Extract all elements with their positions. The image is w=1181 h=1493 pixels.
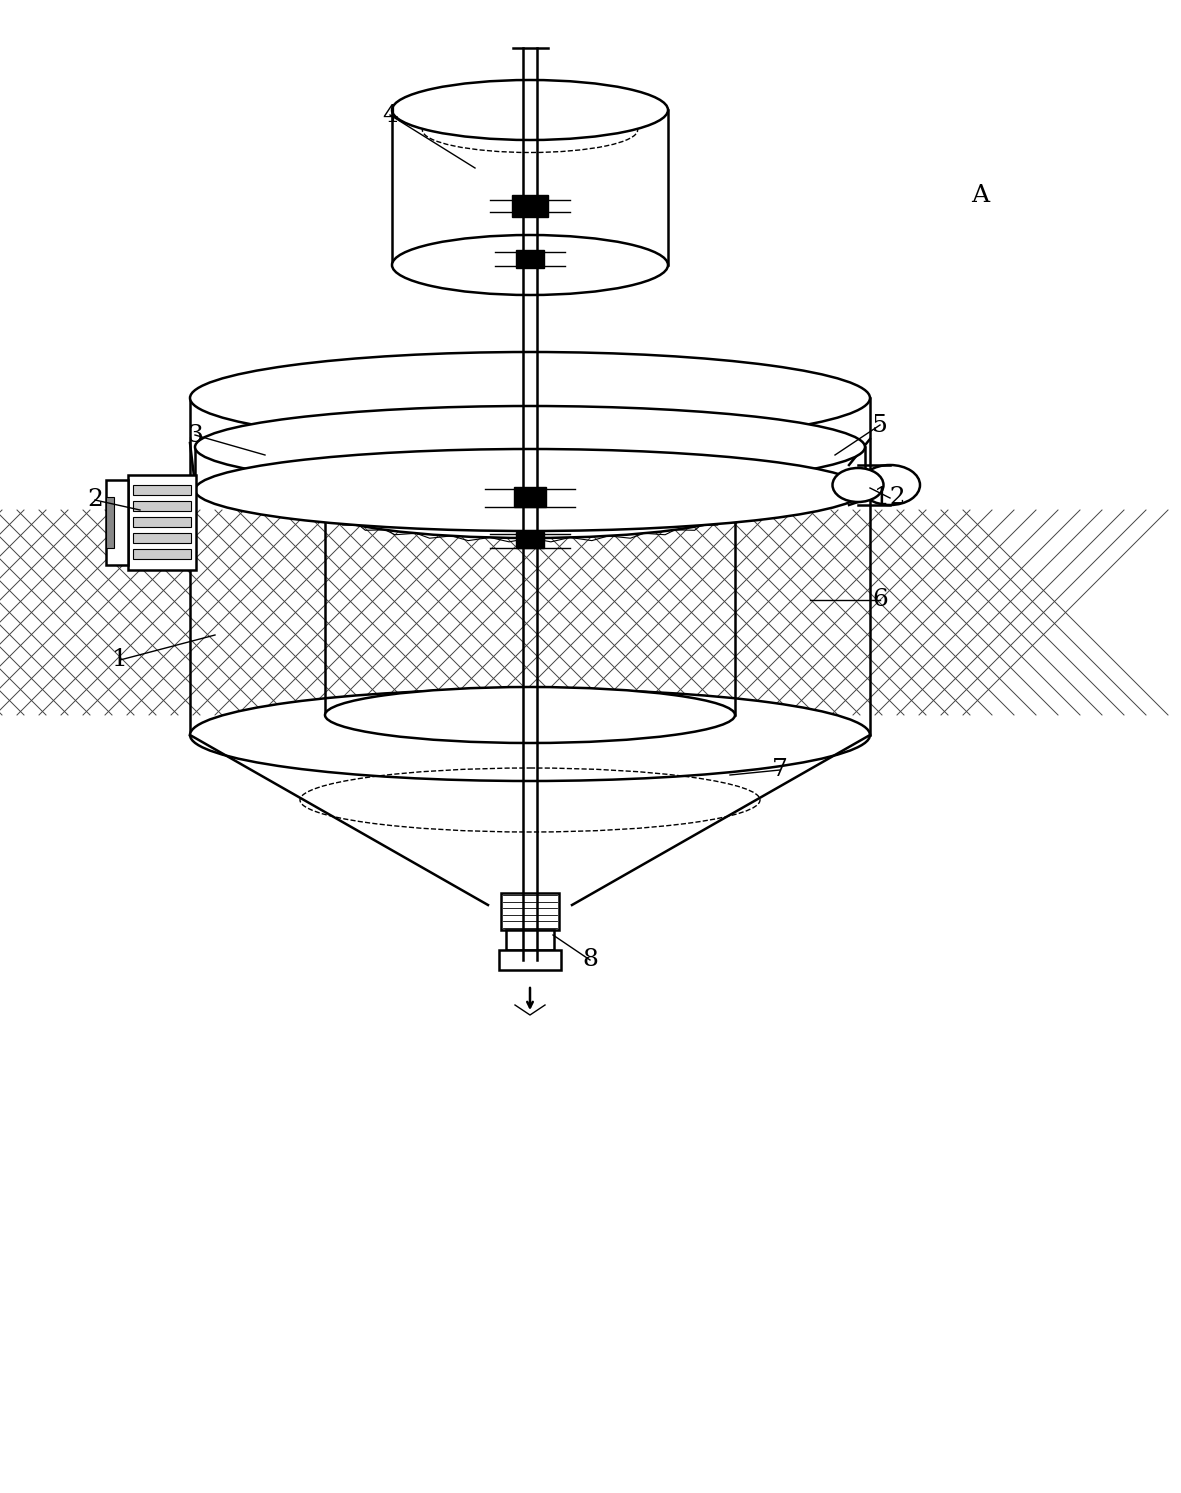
Bar bbox=[128, 475, 196, 570]
Ellipse shape bbox=[392, 234, 668, 296]
Ellipse shape bbox=[190, 352, 870, 443]
Text: 6: 6 bbox=[872, 588, 888, 612]
Bar bbox=[514, 487, 546, 508]
Bar bbox=[501, 893, 559, 930]
Ellipse shape bbox=[195, 406, 864, 488]
Bar bbox=[106, 481, 128, 564]
Bar bbox=[500, 950, 561, 970]
Bar bbox=[106, 497, 115, 548]
Text: 4: 4 bbox=[383, 103, 398, 127]
Text: 7: 7 bbox=[772, 758, 788, 781]
Ellipse shape bbox=[833, 467, 883, 502]
Bar bbox=[133, 549, 191, 558]
Bar bbox=[513, 196, 548, 216]
Bar bbox=[133, 502, 191, 511]
Bar bbox=[133, 517, 191, 527]
Ellipse shape bbox=[190, 688, 870, 781]
Ellipse shape bbox=[195, 449, 864, 532]
Bar bbox=[505, 930, 554, 950]
Text: 5: 5 bbox=[872, 414, 888, 436]
Bar bbox=[133, 533, 191, 543]
Text: 1: 1 bbox=[112, 648, 128, 672]
Bar bbox=[516, 249, 544, 269]
Ellipse shape bbox=[392, 81, 668, 140]
Ellipse shape bbox=[860, 464, 920, 505]
Text: 3: 3 bbox=[187, 424, 203, 446]
Ellipse shape bbox=[325, 482, 735, 537]
Text: 8: 8 bbox=[582, 948, 598, 972]
Bar bbox=[133, 485, 191, 496]
Text: A: A bbox=[971, 184, 988, 206]
Text: 2: 2 bbox=[87, 488, 103, 512]
Text: 12: 12 bbox=[874, 487, 906, 509]
Bar bbox=[516, 532, 544, 548]
Ellipse shape bbox=[325, 687, 735, 744]
